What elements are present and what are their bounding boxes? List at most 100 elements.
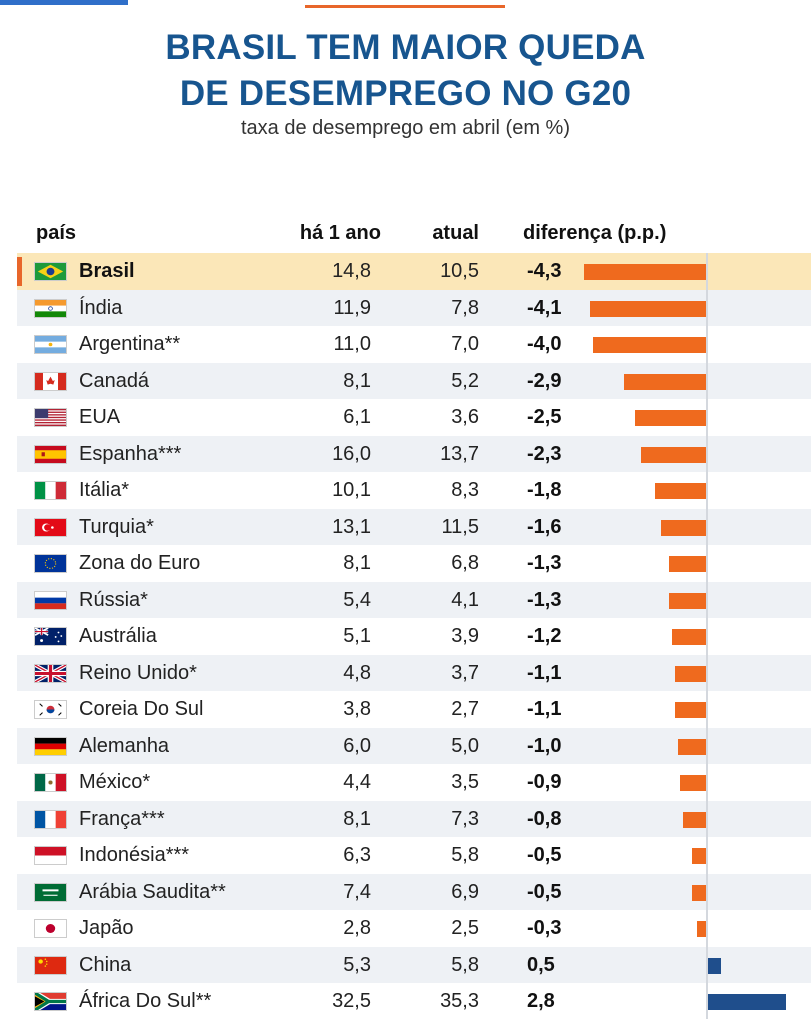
value-atual: 7,0 xyxy=(451,333,479,355)
value-ha-1-ano: 5,4 xyxy=(343,588,371,611)
value-diferenca: -0,8 xyxy=(527,807,562,830)
russia-flag-icon xyxy=(34,590,67,610)
top-accent-orange xyxy=(305,5,505,8)
table-row: México* 4,4 3,5 -0,9 xyxy=(17,764,811,801)
brazil-flag-icon xyxy=(34,262,67,281)
saudi-flag-icon xyxy=(34,882,67,902)
value-ha-1-ano: 4,8 xyxy=(343,661,371,684)
value-ha-1-ano: 7,4 xyxy=(343,880,371,903)
france-flag-icon xyxy=(34,809,67,829)
indonesia-flag-icon xyxy=(34,846,67,865)
country-name: Canadá xyxy=(79,369,150,392)
table-row: Alemanha 6,0 5,0 -1,0 xyxy=(17,727,811,764)
diff-bar xyxy=(640,446,706,463)
value-ha-1-ano: 10,1 xyxy=(332,479,371,501)
highlight-marker xyxy=(17,257,22,286)
mexico-flag-icon xyxy=(34,773,67,792)
value-atual: 10,5 xyxy=(440,260,479,282)
value-ha-1-ano: 14,8 xyxy=(332,260,371,282)
eu-flag-icon xyxy=(34,554,67,573)
value-atual: 5,8 xyxy=(451,844,479,866)
value-diferenca: -4,0 xyxy=(527,333,562,355)
value-atual: 5,2 xyxy=(451,369,479,392)
usa-flag-icon xyxy=(34,408,67,427)
value-diferenca: -1,3 xyxy=(527,552,562,574)
table-row: Indonésia*** 6,3 5,8 -0,5 xyxy=(17,837,811,874)
value-atual: 3,9 xyxy=(451,625,479,647)
country-name: França*** xyxy=(79,807,165,830)
header-diferenca: diferença (p.p.) xyxy=(523,222,667,244)
value-ha-1-ano: 5,1 xyxy=(343,625,371,647)
top-accent-blue xyxy=(0,0,128,5)
country-name: Japão xyxy=(79,917,134,939)
value-atual: 7,8 xyxy=(451,296,479,319)
value-atual: 13,7 xyxy=(440,442,479,465)
country-name: Zona do Euro xyxy=(79,552,201,574)
diff-bar xyxy=(584,264,706,280)
value-atual: 4,1 xyxy=(451,588,479,611)
diff-bar xyxy=(683,811,706,828)
china-flag-icon xyxy=(34,955,67,975)
value-atual: 11,5 xyxy=(441,515,479,538)
diff-bar xyxy=(669,556,706,572)
value-diferenca: -0,3 xyxy=(527,917,562,939)
germany-flag-icon xyxy=(34,736,67,756)
diff-bar xyxy=(707,957,722,974)
chart-title-line2: DE DESEMPREGO NO G20 xyxy=(179,74,632,113)
diff-bar xyxy=(674,702,706,718)
value-ha-1-ano: 8,1 xyxy=(343,369,371,392)
value-ha-1-ano: 11,9 xyxy=(333,296,371,319)
diff-bar xyxy=(635,410,706,426)
country-name: Reino Unido* xyxy=(79,661,197,684)
value-atual: 8,3 xyxy=(451,479,479,501)
value-atual: 2,5 xyxy=(451,917,479,939)
value-atual: 2,7 xyxy=(451,698,479,720)
country-name: Brasil xyxy=(79,260,135,282)
spain-flag-icon xyxy=(34,444,67,464)
value-diferenca: -1,1 xyxy=(527,698,562,720)
value-ha-1-ano: 2,8 xyxy=(343,917,371,939)
italy-flag-icon xyxy=(34,481,67,500)
argentina-flag-icon xyxy=(34,335,67,354)
value-diferenca: -1,3 xyxy=(527,588,562,611)
table-row: Reino Unido* 4,8 3,7 -1,1 xyxy=(17,654,811,691)
table-row: França*** 8,1 7,3 -0,8 xyxy=(17,800,811,837)
table-row: Arábia Saudita** 7,4 6,9 -0,5 xyxy=(17,873,811,910)
value-atual: 7,3 xyxy=(451,807,479,830)
value-diferenca: -2,5 xyxy=(527,406,562,428)
table-row: Rússia* 5,4 4,1 -1,3 xyxy=(17,581,811,618)
japan-flag-icon xyxy=(34,919,67,938)
diff-bar xyxy=(671,629,706,645)
country-name: Espanha*** xyxy=(79,442,182,465)
country-name: Austrália xyxy=(79,625,157,647)
value-diferenca: -1,1 xyxy=(527,661,562,684)
value-ha-1-ano: 8,1 xyxy=(343,552,371,574)
value-diferenca: -0,5 xyxy=(527,844,562,866)
country-name: Rússia* xyxy=(79,588,148,611)
value-ha-1-ano: 4,4 xyxy=(343,771,371,793)
value-ha-1-ano: 6,1 xyxy=(343,406,371,428)
country-name: Arábia Saudita** xyxy=(79,880,226,903)
table-row: Itália* 10,1 8,3 -1,8 xyxy=(17,472,811,509)
value-atual: 35,3 xyxy=(440,990,479,1012)
diff-bar xyxy=(589,300,706,317)
korea-flag-icon xyxy=(34,700,67,719)
value-atual: 6,9 xyxy=(451,880,479,903)
value-atual: 3,6 xyxy=(451,406,479,428)
india-flag-icon xyxy=(34,298,67,318)
table-row: China 5,3 5,8 0,5 xyxy=(17,946,811,983)
value-diferenca: -0,9 xyxy=(527,771,562,793)
value-atual: 3,5 xyxy=(451,771,479,793)
value-diferenca: -1,8 xyxy=(527,479,562,501)
table-row: Argentina** 11,0 7,0 -4,0 xyxy=(17,326,811,363)
diff-bar xyxy=(592,337,706,353)
value-diferenca: -1,2 xyxy=(527,625,562,647)
south-africa-flag-icon xyxy=(34,992,67,1011)
value-ha-1-ano: 13,1 xyxy=(332,515,371,538)
diff-bar xyxy=(623,373,706,390)
value-atual: 6,8 xyxy=(451,552,479,574)
value-ha-1-ano: 16,0 xyxy=(332,442,371,465)
diff-bar xyxy=(677,738,706,755)
value-diferenca: 2,8 xyxy=(527,990,555,1012)
country-name: Alemanha xyxy=(79,734,170,757)
